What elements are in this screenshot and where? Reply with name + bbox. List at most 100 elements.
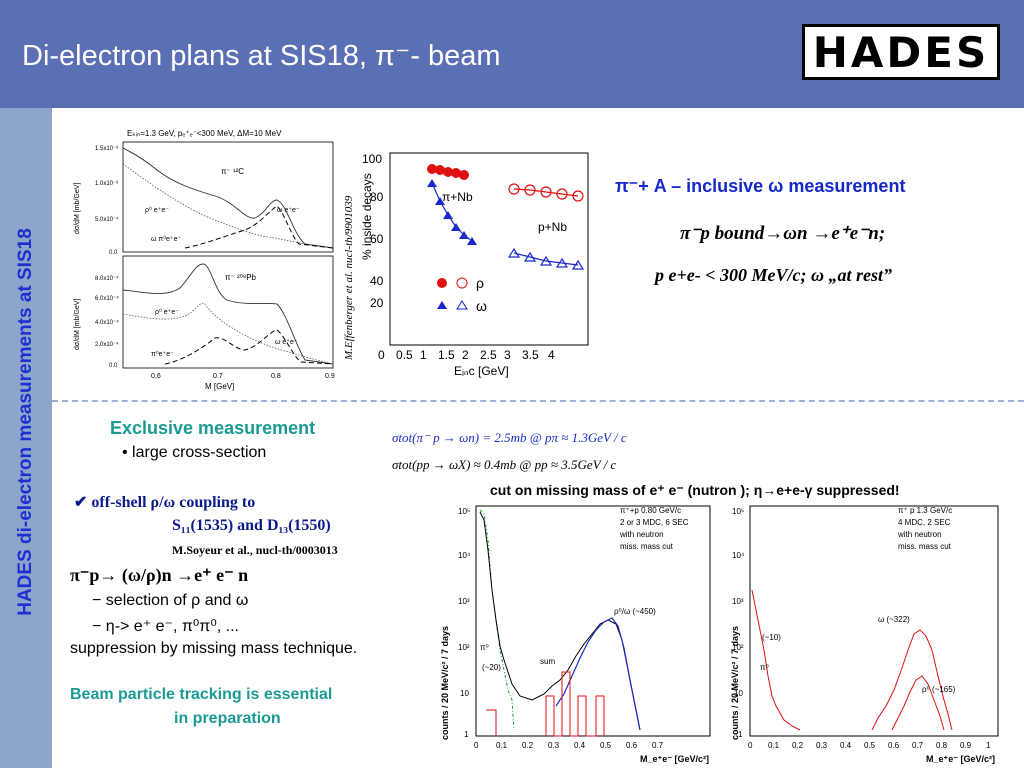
cross-section-formula-1: σtot(π⁻ p → ωn) = 2.5mb @ pπ ≈ 1.3GeV / … bbox=[392, 430, 627, 445]
bottom-omega-curve bbox=[164, 329, 334, 365]
bot-ytick-1: 6.0x10⁻⁴ bbox=[95, 295, 119, 302]
hl-peak-label: ρ⁰/ω (~450) bbox=[614, 607, 656, 616]
hr-info-1: 4 MDC, 2 SEC bbox=[898, 518, 951, 527]
hr-xtick-5: 0.5 bbox=[864, 741, 876, 750]
hr-xtick-7: 0.7 bbox=[912, 741, 924, 750]
hl-xtick-6: 0.6 bbox=[626, 741, 638, 750]
decays-xtick-6: 3 bbox=[504, 348, 511, 362]
hl-ytick-2: 10² bbox=[458, 643, 470, 652]
decays-ytick-4: 20 bbox=[370, 296, 384, 310]
hl-sum-curve bbox=[479, 511, 641, 731]
histogram-right-svg: 1 10 10² 10³ 10⁴ 10⁵ 0 0.1 0.2 0.3 0.4 0… bbox=[732, 505, 999, 764]
logo-text: HADES bbox=[812, 28, 990, 77]
hr-xtick-0: 0 bbox=[748, 741, 753, 750]
bottom-total-curve bbox=[122, 263, 334, 365]
s11-d13-line: S₁₁(1535) and D₁₃(1550) bbox=[172, 517, 331, 534]
hl-info-1: 2 or 3 MDC, 6 SEC bbox=[620, 518, 689, 527]
hr-xtick-6: 0.6 bbox=[888, 741, 900, 750]
hist-left-ylabel: counts / 20 MeV/c² / 7 days bbox=[440, 625, 450, 740]
legend-omega-open bbox=[456, 300, 468, 310]
hl-rho-omega-curve bbox=[555, 617, 641, 731]
hr-pi0-label: π⁰ bbox=[760, 663, 769, 672]
hl-xtick-5: 0.5 bbox=[600, 741, 612, 750]
inside-decays-svg: 100 80 60 40 20 % inside decays 0 0.5 1 … bbox=[362, 152, 589, 378]
hl-ytick-5: 10⁵ bbox=[458, 507, 470, 516]
bottom-panel-frame bbox=[122, 255, 334, 369]
hr-ytick-5: 10⁵ bbox=[732, 507, 744, 516]
decays-xtick-0: 0 bbox=[378, 348, 385, 362]
p-nb-rho-points bbox=[508, 183, 584, 202]
fig1-heading: Eₖᵢₙ=1.3 GeV, pₑ⁺ₑ⁻<300 MeV, ΔM=10 MeV bbox=[127, 129, 282, 138]
hl-low-label: (~20) bbox=[482, 663, 501, 672]
hl-ytick-3: 10³ bbox=[458, 597, 470, 606]
hl-pi0-curve bbox=[479, 509, 515, 731]
hr-ytick-2: 10² bbox=[732, 643, 744, 652]
selection-line-2: − η-> e⁺ e⁻, π⁰π⁰, ... bbox=[92, 618, 239, 635]
hr-info-2: with neutron bbox=[897, 530, 942, 539]
hl-xtick-3: 0.3 bbox=[548, 741, 560, 750]
xtick-2: 0.8 bbox=[271, 373, 281, 380]
decays-xtick-2: 1 bbox=[420, 348, 427, 362]
slide-title: Di-electron plans at SIS18, π⁻- beam bbox=[22, 40, 501, 72]
xtick-1: 0.7 bbox=[213, 373, 223, 380]
bot-target-label: π⁻ ²⁰⁸Pb bbox=[225, 273, 257, 282]
offshell-line: ✔ off-shell ρ/ω coupling to bbox=[74, 494, 256, 511]
bot-rho-label: ρ⁰ e⁺e⁻ bbox=[155, 308, 179, 316]
legend-rho-label: ρ bbox=[476, 275, 484, 291]
beam-tracking-line-1: Beam particle tracking is essential bbox=[70, 686, 333, 703]
xtick-3: 0.9 bbox=[325, 373, 335, 380]
hl-ytick-4: 10⁴ bbox=[458, 551, 471, 560]
bot-pi0-label: π⁰e⁺e⁻ bbox=[151, 350, 174, 358]
hist-left-frame bbox=[475, 505, 711, 737]
decays-xtick-3: 1.5 bbox=[438, 348, 455, 362]
fig1-xlabel: M [GeV] bbox=[205, 382, 234, 391]
hl-xlabel: M_e⁺e⁻ [GeV/c²] bbox=[640, 754, 709, 764]
hr-xlabel: M_e⁺e⁻ [GeV/c²] bbox=[926, 754, 995, 764]
p-nb-omega-points bbox=[507, 247, 585, 270]
xtick-0: 0.6 bbox=[151, 373, 161, 380]
top-omega-curve bbox=[184, 205, 334, 249]
effenberger-reference: M.Effenberger et al. nucl-th/9901039 bbox=[343, 195, 355, 360]
hist-right-ylabel: counts / 20 MeV/c² / 7 days bbox=[730, 625, 740, 740]
hr-rho-curve bbox=[891, 675, 945, 731]
hl-ytick-0: 1 bbox=[464, 730, 469, 739]
decays-frame bbox=[389, 152, 589, 346]
pi-nb-label: π+Nb bbox=[442, 190, 473, 204]
hr-xtick-1: 0.1 bbox=[768, 741, 780, 750]
decays-ytick-2: 60 bbox=[370, 232, 384, 246]
hl-xtick-1: 0.1 bbox=[496, 741, 508, 750]
hl-pi0-label: π⁰ bbox=[480, 643, 489, 652]
decays-ytick-3: 40 bbox=[370, 274, 384, 288]
legend-rho-open bbox=[456, 277, 468, 289]
hr-xtick-4: 0.4 bbox=[840, 741, 852, 750]
hr-xtick-10: 1 bbox=[986, 741, 991, 750]
top-ytick-0: 1.5x10⁻³ bbox=[95, 146, 118, 152]
hr-xtick-8: 0.8 bbox=[936, 741, 948, 750]
bot-ytick-3: 2.0x10⁻⁴ bbox=[95, 341, 119, 348]
p-nb-label: p+Nb bbox=[538, 220, 567, 234]
top-panel-frame bbox=[122, 141, 334, 253]
hl-info-0: π⁺+p 0.80 GeV/c bbox=[620, 506, 681, 515]
top-target-label: π⁻ ¹²C bbox=[221, 167, 244, 176]
bottom-rho-curve bbox=[122, 302, 334, 365]
decays-xtick-8: 4 bbox=[548, 348, 555, 362]
pi-nb-rho-points bbox=[427, 164, 469, 180]
hr-ytick-3: 10³ bbox=[732, 597, 744, 606]
bot-ytick-4: 0.0 bbox=[109, 363, 118, 369]
hr-info-3: miss. mass cut bbox=[898, 542, 952, 551]
soyeur-reference: M.Soyeur et al., nucl-th/0003013 bbox=[172, 543, 338, 557]
suppression-line: suppression by missing mass technique. bbox=[70, 640, 358, 657]
decays-xtick-5: 2.5 bbox=[480, 348, 497, 362]
hr-ytick-4: 10⁴ bbox=[732, 551, 745, 560]
histogram-left: 1 10 10² 10³ 10⁴ 10⁵ 0 0.1 0.2 0.3 0.4 0… bbox=[436, 500, 716, 764]
hist-right-frame bbox=[749, 505, 999, 737]
hr-data-curve bbox=[751, 589, 953, 731]
top-rho-curve bbox=[122, 163, 334, 249]
exclusive-reaction: π⁻p→ (ω/ρ)n →e⁺ e⁻ n bbox=[70, 565, 249, 585]
figure-inside-decays: 100 80 60 40 20 % inside decays 0 0.5 1 … bbox=[358, 145, 598, 380]
hr-ytick-0: 1 bbox=[738, 730, 743, 739]
exclusive-bullet: • large cross-section bbox=[122, 444, 267, 461]
sidebar bbox=[0, 108, 52, 768]
hl-xtick-7: 0.7 bbox=[652, 741, 664, 750]
inclusive-reaction: π⁻p bound→ωn →e⁺e⁻n; bbox=[680, 223, 886, 244]
